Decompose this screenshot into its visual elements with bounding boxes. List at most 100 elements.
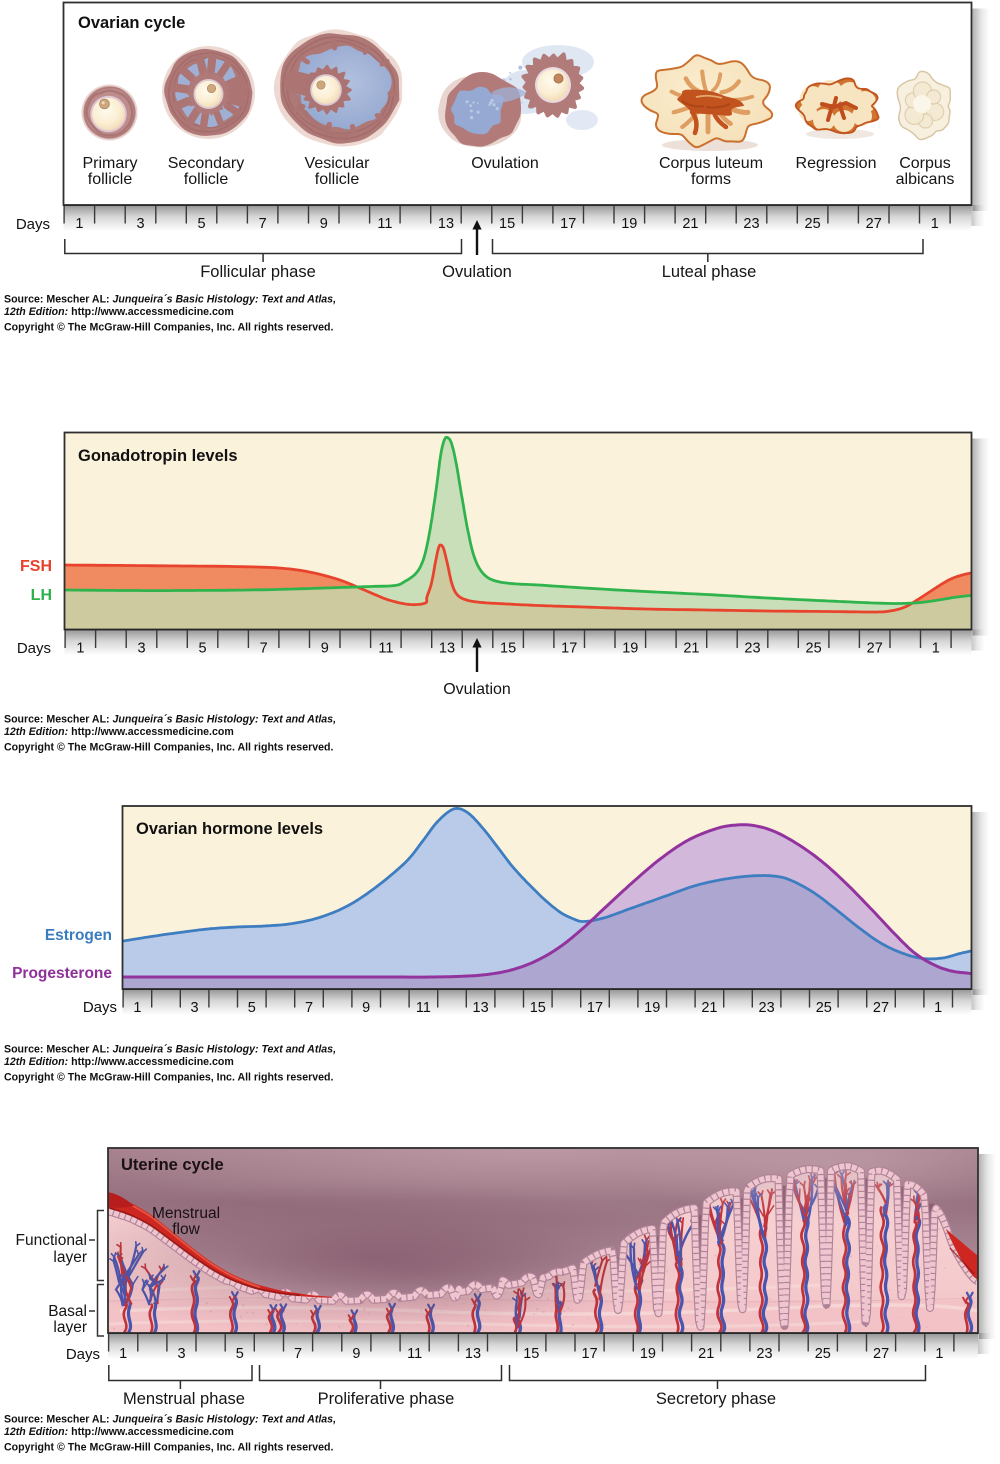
svg-text:17: 17 — [587, 1000, 603, 1016]
svg-text:17: 17 — [561, 641, 577, 657]
svg-text:1: 1 — [934, 1000, 942, 1016]
svg-text:13: 13 — [438, 216, 454, 232]
svg-text:follicle: follicle — [315, 171, 360, 188]
svg-text:12th Edition: http://www.acces: 12th Edition: http://www.accessmedicine.… — [4, 1056, 234, 1068]
svg-text:25: 25 — [806, 641, 822, 657]
svg-text:Days: Days — [83, 999, 117, 1016]
svg-text:15: 15 — [530, 1000, 546, 1016]
svg-text:1: 1 — [931, 216, 939, 232]
svg-text:13: 13 — [439, 641, 455, 657]
svg-text:layer: layer — [53, 1319, 87, 1336]
svg-text:25: 25 — [816, 1000, 832, 1016]
svg-text:7: 7 — [305, 1000, 313, 1016]
svg-text:21: 21 — [683, 641, 699, 657]
svg-text:Copyright © The McGraw-Hill Co: Copyright © The McGraw-Hill Companies, I… — [4, 742, 333, 754]
svg-text:Progesterone: Progesterone — [12, 965, 112, 982]
svg-text:21: 21 — [682, 216, 698, 232]
svg-text:Ovarian hormone levels: Ovarian hormone levels — [136, 820, 323, 838]
svg-text:layer: layer — [53, 1249, 87, 1266]
svg-text:13: 13 — [473, 1000, 489, 1016]
svg-text:Source: Mescher AL: Junqueira´: Source: Mescher AL: Junqueira´s Basic Hi… — [4, 294, 336, 306]
svg-text:15: 15 — [523, 1346, 539, 1362]
svg-text:Primary: Primary — [82, 155, 137, 172]
svg-text:FSH: FSH — [20, 558, 52, 575]
svg-text:9: 9 — [352, 1346, 360, 1362]
svg-text:12th Edition: http://www.acces: 12th Edition: http://www.accessmedicine.… — [4, 1426, 234, 1438]
svg-text:Source: Mescher AL: Junqueira´: Source: Mescher AL: Junqueira´s Basic Hi… — [4, 714, 336, 726]
svg-text:25: 25 — [815, 1346, 831, 1362]
svg-text:23: 23 — [756, 1346, 772, 1362]
svg-text:Estrogen: Estrogen — [45, 927, 112, 944]
svg-text:1: 1 — [76, 641, 84, 657]
svg-text:25: 25 — [805, 216, 821, 232]
svg-text:9: 9 — [362, 1000, 370, 1016]
svg-text:1: 1 — [75, 216, 83, 232]
svg-text:Days: Days — [17, 640, 51, 657]
svg-text:Follicular phase: Follicular phase — [200, 263, 316, 281]
svg-text:19: 19 — [644, 1000, 660, 1016]
svg-text:11: 11 — [407, 1346, 422, 1362]
svg-text:23: 23 — [743, 216, 759, 232]
svg-text:23: 23 — [759, 1000, 775, 1016]
svg-text:9: 9 — [320, 216, 328, 232]
svg-text:1: 1 — [133, 1000, 141, 1016]
svg-text:27: 27 — [873, 1000, 889, 1016]
svg-text:Menstrual phase: Menstrual phase — [123, 1390, 245, 1408]
svg-text:7: 7 — [294, 1346, 302, 1362]
svg-text:3: 3 — [136, 216, 144, 232]
svg-text:Luteal phase: Luteal phase — [662, 263, 757, 281]
svg-text:17: 17 — [560, 216, 576, 232]
svg-text:forms: forms — [691, 171, 731, 188]
svg-text:5: 5 — [198, 216, 206, 232]
svg-text:LH: LH — [31, 587, 52, 604]
svg-text:flow: flow — [172, 1221, 200, 1238]
svg-text:3: 3 — [137, 641, 145, 657]
svg-text:Regression: Regression — [796, 155, 877, 172]
svg-text:19: 19 — [640, 1346, 656, 1362]
svg-text:5: 5 — [248, 1000, 256, 1016]
svg-text:Source: Mescher AL: Junqueira´: Source: Mescher AL: Junqueira´s Basic Hi… — [4, 1044, 336, 1056]
svg-text:1: 1 — [932, 641, 940, 657]
svg-text:Copyright © The McGraw-Hill Co: Copyright © The McGraw-Hill Companies, I… — [4, 1442, 333, 1454]
svg-text:7: 7 — [259, 216, 267, 232]
svg-text:Basal: Basal — [48, 1303, 87, 1320]
svg-text:albicans: albicans — [896, 171, 955, 188]
svg-text:11: 11 — [377, 216, 392, 232]
svg-text:1: 1 — [119, 1346, 127, 1362]
svg-text:21: 21 — [701, 1000, 717, 1016]
svg-text:12th Edition: http://www.acces: 12th Edition: http://www.accessmedicine.… — [4, 306, 234, 318]
svg-text:3: 3 — [177, 1346, 185, 1362]
svg-text:23: 23 — [744, 641, 760, 657]
svg-text:Copyright © The McGraw-Hill Co: Copyright © The McGraw-Hill Companies, I… — [4, 322, 333, 334]
svg-text:Source: Mescher AL: Junqueira´: Source: Mescher AL: Junqueira´s Basic Hi… — [4, 1414, 336, 1426]
svg-text:5: 5 — [199, 641, 207, 657]
svg-text:Secretory phase: Secretory phase — [656, 1390, 776, 1408]
svg-text:19: 19 — [621, 216, 637, 232]
svg-text:15: 15 — [500, 641, 516, 657]
svg-text:12th Edition: http://www.acces: 12th Edition: http://www.accessmedicine.… — [4, 726, 234, 738]
svg-text:Ovulation: Ovulation — [471, 155, 539, 172]
svg-text:3: 3 — [191, 1000, 199, 1016]
svg-text:Ovulation: Ovulation — [443, 681, 511, 698]
svg-text:13: 13 — [465, 1346, 481, 1362]
svg-text:Days: Days — [16, 216, 50, 233]
svg-text:1: 1 — [935, 1346, 943, 1362]
svg-text:21: 21 — [698, 1346, 714, 1362]
svg-text:11: 11 — [378, 641, 393, 657]
svg-text:19: 19 — [622, 641, 638, 657]
svg-text:9: 9 — [321, 641, 329, 657]
svg-text:27: 27 — [866, 216, 882, 232]
svg-text:Corpus luteum: Corpus luteum — [659, 155, 763, 172]
svg-text:Functional: Functional — [15, 1232, 87, 1249]
svg-text:Proliferative phase: Proliferative phase — [318, 1390, 455, 1408]
svg-text:Uterine cycle: Uterine cycle — [121, 1156, 224, 1174]
svg-text:Ovulation: Ovulation — [442, 263, 512, 281]
svg-text:11: 11 — [416, 1000, 431, 1016]
svg-text:follicle: follicle — [88, 171, 133, 188]
svg-text:17: 17 — [582, 1346, 598, 1362]
svg-text:27: 27 — [867, 641, 883, 657]
svg-text:15: 15 — [499, 216, 515, 232]
svg-text:Secondary: Secondary — [168, 155, 245, 172]
svg-text:Copyright © The McGraw-Hill Co: Copyright © The McGraw-Hill Companies, I… — [4, 1072, 333, 1084]
svg-text:7: 7 — [260, 641, 268, 657]
